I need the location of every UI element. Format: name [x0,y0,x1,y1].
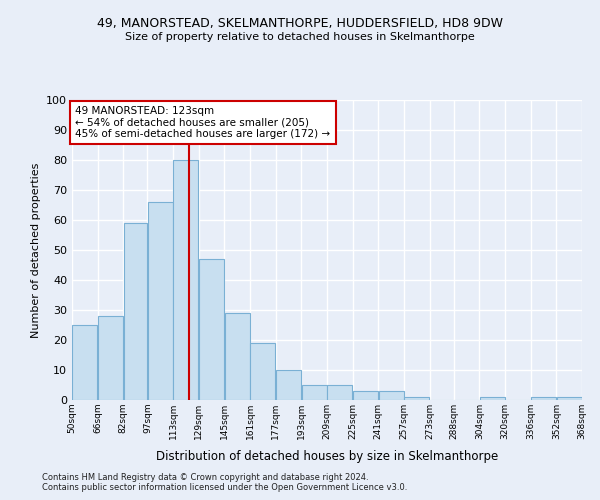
Bar [173,160,199,400]
Bar [479,397,505,400]
Text: 49, MANORSTEAD, SKELMANTHORPE, HUDDERSFIELD, HD8 9DW: 49, MANORSTEAD, SKELMANTHORPE, HUDDERSFI… [97,18,503,30]
Bar [124,223,147,400]
Bar [276,370,301,400]
Y-axis label: Number of detached properties: Number of detached properties [31,162,41,338]
Bar [557,397,582,400]
Text: Contains HM Land Registry data © Crown copyright and database right 2024.: Contains HM Land Registry data © Crown c… [42,472,368,482]
Bar [379,391,404,400]
Text: 49 MANORSTEAD: 123sqm
← 54% of detached houses are smaller (205)
45% of semi-det: 49 MANORSTEAD: 123sqm ← 54% of detached … [75,106,331,139]
Bar [327,385,352,400]
Bar [224,313,250,400]
Bar [72,325,97,400]
Text: Size of property relative to detached houses in Skelmanthorpe: Size of property relative to detached ho… [125,32,475,42]
Bar [199,259,224,400]
Bar [302,385,327,400]
Bar [98,316,123,400]
Bar [148,202,173,400]
Bar [531,397,556,400]
X-axis label: Distribution of detached houses by size in Skelmanthorpe: Distribution of detached houses by size … [156,450,498,464]
Text: Contains public sector information licensed under the Open Government Licence v3: Contains public sector information licen… [42,484,407,492]
Bar [353,391,378,400]
Bar [404,397,430,400]
Bar [250,343,275,400]
